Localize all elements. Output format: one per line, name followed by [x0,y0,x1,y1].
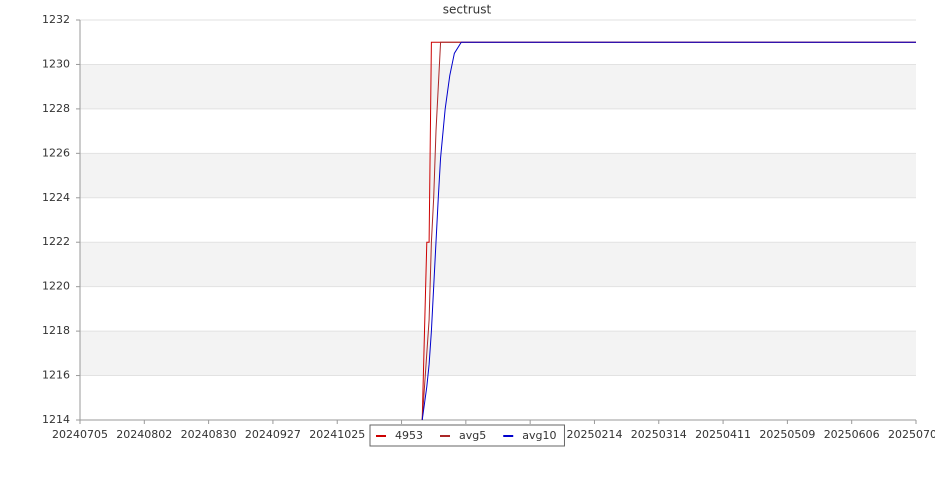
y-tick-label: 1226 [42,146,70,159]
x-tick-label: 20240927 [245,428,301,441]
x-tick-label: 20250606 [824,428,880,441]
y-tick-label: 1224 [42,191,70,204]
x-tick-label: 20240705 [52,428,108,441]
x-tick-label: 20250314 [631,428,687,441]
grid-band [80,242,916,287]
grid-band [80,331,916,376]
legend-label: avg10 [522,429,556,442]
x-tick-label: 20250509 [759,428,815,441]
y-tick-label: 1232 [42,13,70,26]
x-tick-label: 20250411 [695,428,751,441]
legend: 4953 avg5 avg10 [369,424,565,447]
x-tick-label: 20240830 [181,428,237,441]
y-tick-label: 1220 [42,280,70,293]
legend-label: avg5 [459,429,486,442]
x-tick-label: 20240802 [116,428,172,441]
x-tick-label: 20250214 [566,428,622,441]
y-tick-label: 1216 [42,369,70,382]
y-tick-label: 1218 [42,324,70,337]
legend-box [369,424,565,447]
series-line [421,41,916,421]
legend-label: 4953 [395,429,423,442]
chart-title: sectrust [443,3,492,17]
y-tick-label: 1222 [42,235,70,248]
y-tick-label: 1214 [42,413,70,426]
series-line [421,41,916,421]
grid-band [80,153,916,198]
y-tick-label: 1228 [42,102,70,115]
grid-band [80,64,916,109]
x-tick-label: 20241025 [309,428,365,441]
y-tick-label: 1230 [42,57,70,70]
